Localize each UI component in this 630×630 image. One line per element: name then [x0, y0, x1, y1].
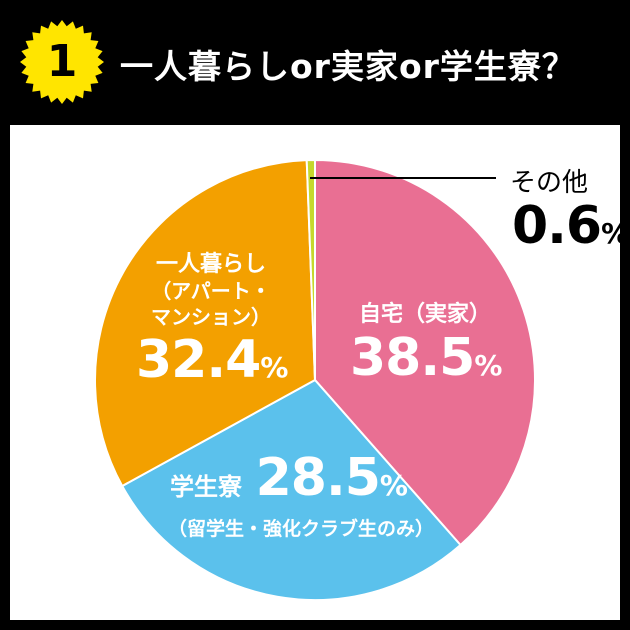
slice-value-alone: 32.4% — [136, 330, 288, 390]
slice-name-home: 自宅（実家） — [358, 302, 491, 327]
starburst-badge-icon — [20, 20, 104, 104]
slice-alone — [94, 159, 317, 488]
slice-value-dorm: 28.5% — [255, 448, 408, 508]
slice-sub-alone-2: マンション） — [151, 305, 271, 329]
slice-other — [305, 158, 316, 381]
slice-value-home: 38.5% — [350, 328, 502, 388]
slice-label-alone: 一人暮らし （アパート・ マンション） 32.4% — [136, 246, 288, 390]
slice-dorm — [120, 378, 462, 601]
slice-value-other: 0.6% — [512, 196, 629, 256]
page-title: 一人暮らしor実家or学生寮？ — [120, 47, 576, 86]
slice-sub-dorm: （留学生・強化クラブ生のみ） — [168, 518, 435, 540]
slice-sub-alone-1: （アパート・ — [151, 279, 271, 303]
slice-label-home: 自宅（実家） 38.5% — [350, 296, 502, 388]
slice-name-alone: 一人暮らし — [155, 252, 266, 277]
header-bar: 1 一人暮らしor実家or学生寮？ — [0, 0, 630, 125]
badge-number: 1 — [46, 36, 78, 87]
slice-label-dorm: 学生寮 28.5% — [170, 448, 408, 508]
slice-name-dorm: 学生寮 — [170, 473, 242, 501]
slice-home — [314, 158, 536, 547]
slice-name-other: その他 — [510, 168, 589, 198]
